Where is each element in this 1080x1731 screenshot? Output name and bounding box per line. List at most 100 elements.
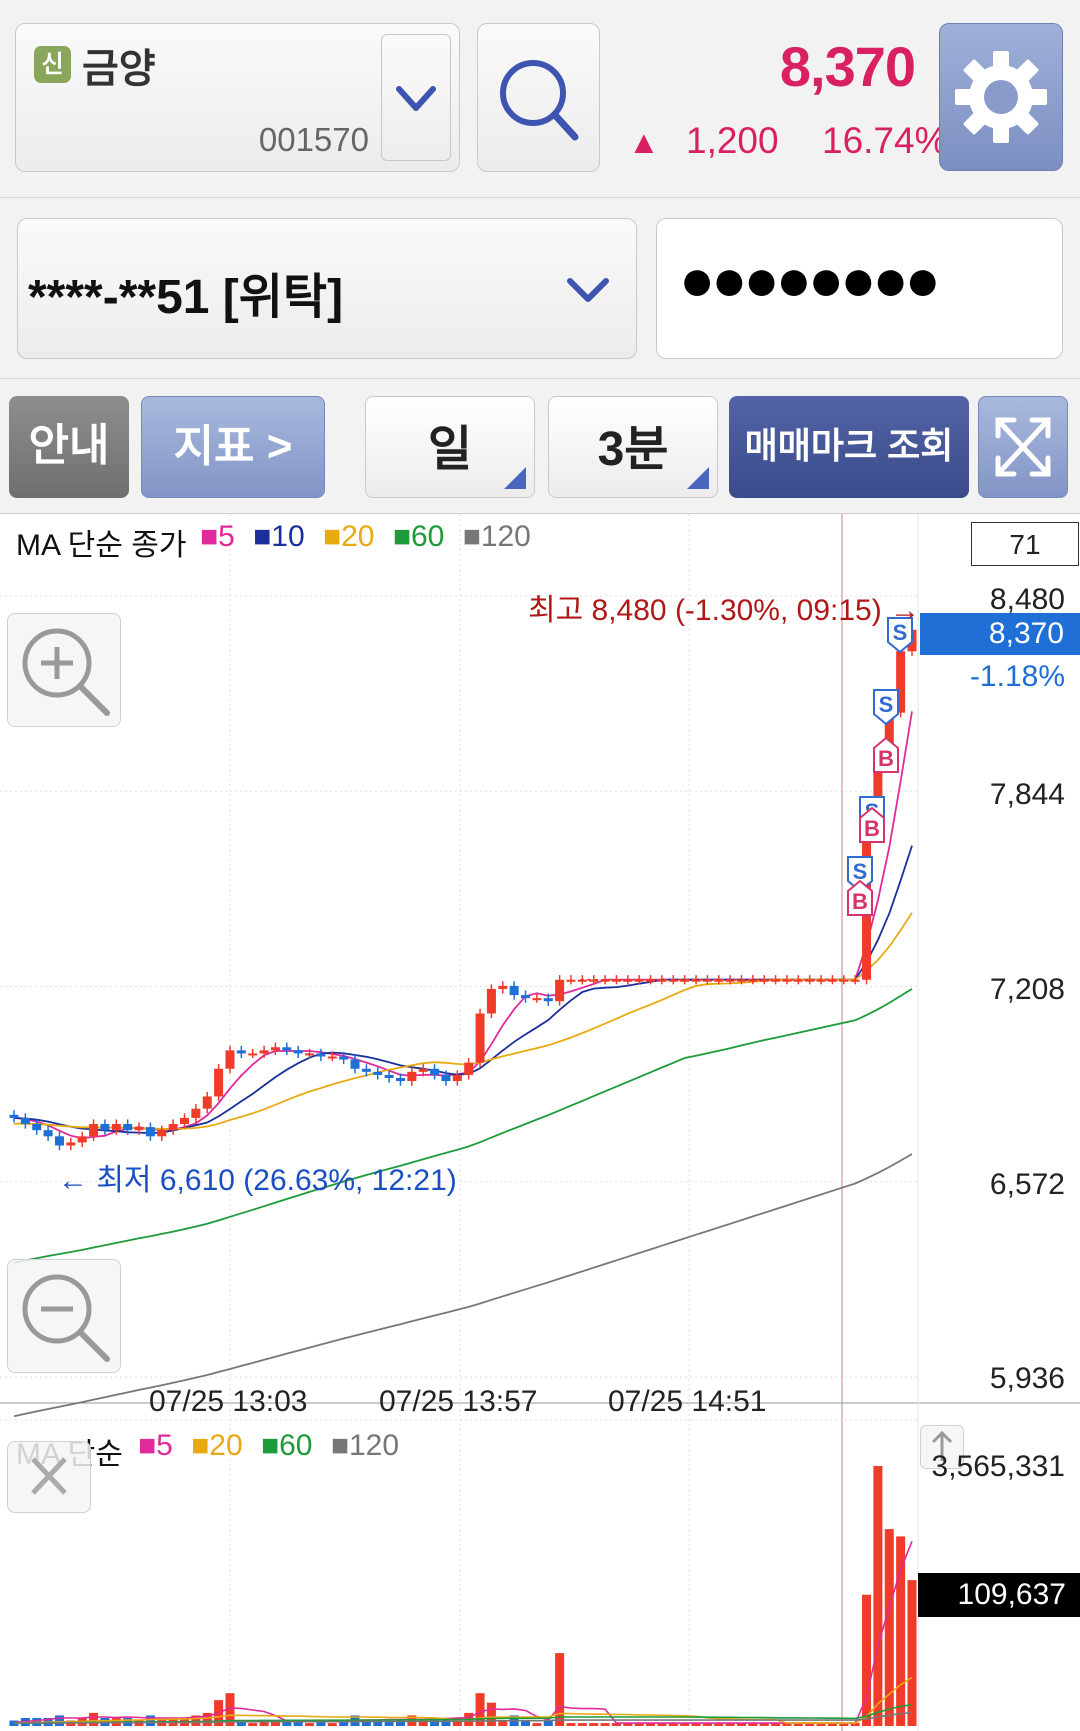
candle [884,712,894,759]
candle [896,651,906,713]
volume-bar [555,1653,565,1726]
volume-bar [339,1720,349,1726]
candle [509,985,519,996]
volume-ma-line [13,1711,913,1724]
volume-bar [634,1723,644,1726]
guide-button[interactable]: 안내 [9,396,129,498]
indicator-button[interactable]: 지표 > [141,396,325,498]
candle [89,1124,99,1137]
trade-mark [873,736,899,773]
y-tick-label: 7,844 [989,778,1065,811]
candle [270,1047,280,1051]
ma-line [14,912,913,1130]
zoom-in-button[interactable] [7,613,121,727]
current-price: 8,370 [779,35,916,98]
volume-bar [373,1720,383,1726]
x-tick-label: 07/25 13:57 [379,1385,538,1418]
volume-bar [316,1720,326,1726]
candle [657,979,667,982]
interval-select[interactable]: 3분 [548,396,718,498]
y-tick-label: 5,936 [989,1362,1065,1395]
y-tick-label: 8,480 [989,583,1065,616]
candle [214,1068,224,1097]
close-volume-button[interactable] [7,1441,91,1513]
volume-bar [236,1720,246,1726]
volume-bar [907,1580,917,1726]
candle [259,1050,269,1054]
candle [850,979,860,982]
password-field[interactable]: ●●●●●●●● [656,218,1063,359]
volume-bar [850,1723,860,1726]
volume-bar [668,1723,678,1726]
volume-bar [657,1723,667,1726]
candle [20,1117,30,1125]
trade-mark-label: B [878,746,894,771]
period-select[interactable]: 일 [365,396,535,498]
candle [191,1108,201,1118]
moving-average-lines [13,711,913,1418]
dropdown-corner-icon [687,467,709,489]
volume-bar [611,1723,621,1726]
settings-button[interactable] [939,23,1063,171]
volume-bar [191,1715,201,1726]
candle [350,1059,360,1069]
candle [441,1074,451,1082]
candle [464,1062,474,1075]
stock-dropdown-button[interactable] [381,34,451,161]
legend-vma120: 120 [348,1429,400,1462]
fullscreen-button[interactable] [978,396,1068,498]
zoom-out-button[interactable] [7,1259,121,1373]
price-chart[interactable]: SSBSBSB [0,514,1080,1731]
candle [145,1127,155,1137]
volume-bar [384,1720,394,1726]
volume-bar [839,1723,849,1726]
candle [77,1136,87,1143]
candle [532,998,542,1001]
candle [668,979,678,982]
password-mask: ●●●●●●●● [679,246,941,313]
trade-mark [873,689,899,726]
legend-vma60: 60 [279,1429,313,1462]
search-button[interactable] [477,23,600,172]
candle [418,1068,428,1072]
change-arrow: ▲ [628,124,660,160]
volume-scroll-up-button[interactable] [920,1425,964,1469]
volume-bar [714,1723,724,1726]
candle [873,758,883,805]
current-price-tag: 8,370 [920,613,1080,655]
candle [111,1124,121,1131]
candle [793,979,803,982]
volume-bar [475,1693,485,1726]
volume-bar [327,1723,337,1726]
volume-bar [521,1720,531,1726]
volume-bar [486,1702,496,1726]
price-change: 1,200 [686,120,779,161]
candle [646,979,656,982]
legend-ma10: 10 [271,520,305,553]
candle [839,979,849,982]
high-annotation: 최고 8,480 (-1.30%, 09:15) → [528,594,921,627]
trade-mark [887,617,913,654]
volume-bar [862,1594,872,1726]
trade-mark-button[interactable]: 매매마크 조회 [729,396,969,498]
volume-bar [873,1466,883,1726]
volume-bar [543,1720,553,1726]
volume-bar [202,1712,212,1726]
x-tick-label: 07/25 14:51 [608,1385,767,1418]
candle [225,1050,235,1069]
candle [248,1053,258,1056]
candle [361,1068,371,1072]
trade-mark-label: S [853,859,868,884]
counter-box: 71 [971,522,1079,566]
candle [339,1056,349,1060]
ma-line [13,845,913,1135]
account-selector[interactable]: ****-**51 [위탁] [17,218,637,359]
candle [373,1071,383,1075]
stock-selector[interactable]: 신 금양 001570 [15,23,460,172]
legend-vma5: 5 [156,1429,173,1462]
dropdown-corner-icon [504,467,526,489]
candle [714,979,724,982]
trade-mark-label: S [893,620,908,645]
candle [32,1124,42,1131]
volume-bar [759,1723,769,1726]
